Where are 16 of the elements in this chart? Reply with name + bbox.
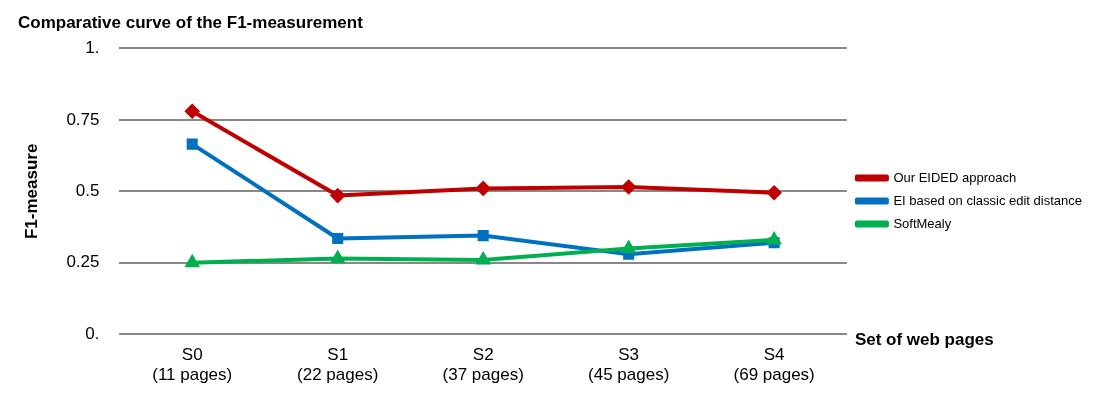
chart-title: Comparative curve of the F1-measurement bbox=[18, 12, 364, 32]
y-tick-label: 0.75 bbox=[66, 109, 100, 129]
x-tick-label: S2 (37 pages) bbox=[442, 345, 524, 385]
x-tick-label: S4 (69 pages) bbox=[733, 345, 815, 385]
y-axis-title: F1-measure bbox=[21, 143, 41, 240]
x-axis-title: Set of web pages bbox=[854, 329, 994, 349]
x-tick-label: S3 (45 pages) bbox=[588, 345, 670, 385]
x-tick-label: S1 (22 pages) bbox=[297, 345, 379, 385]
x-tick-label: S0 (11 pages) bbox=[152, 345, 233, 385]
y-tick-label: 0. bbox=[85, 323, 100, 343]
y-tick-label: 0.5 bbox=[75, 180, 100, 200]
legend-label: Our EIDED approach bbox=[893, 169, 1017, 185]
legend-label: SoftMealy bbox=[893, 215, 952, 231]
y-tick-label: 0.25 bbox=[66, 252, 100, 272]
legend-label: EI based on classic edit distance bbox=[893, 192, 1082, 208]
y-tick-label: 1. bbox=[85, 38, 100, 58]
